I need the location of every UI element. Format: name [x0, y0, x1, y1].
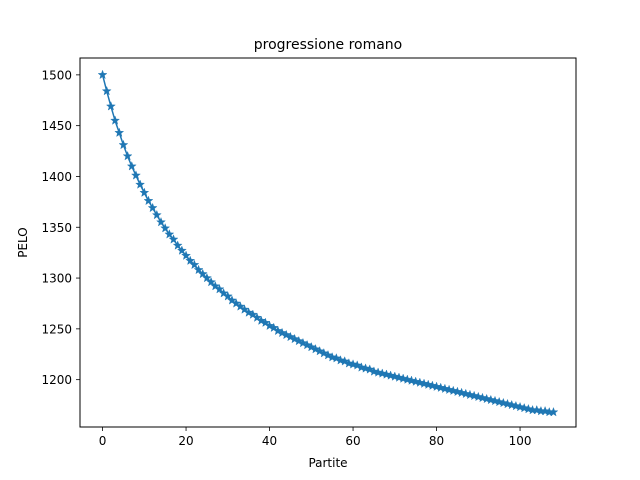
data-point-3 — [110, 115, 120, 125]
data-point-53 — [318, 348, 329, 358]
chart-title: progressione romano — [254, 37, 403, 53]
data-point-11 — [143, 195, 154, 206]
axes-frame — [79, 57, 577, 428]
y-tick-label: 1300 — [41, 272, 72, 286]
data-point-52 — [314, 346, 325, 356]
data-point-61 — [352, 360, 363, 370]
data-point-47 — [293, 335, 304, 346]
data-point-48 — [298, 337, 308, 348]
x-tick-label: 100 — [509, 434, 532, 448]
data-point-14 — [156, 217, 166, 227]
data-point-9 — [135, 179, 146, 189]
data-point-58 — [339, 356, 350, 366]
x-axis-title: Partite — [308, 456, 347, 470]
x-axis-ticks: 0 20 40 60 80 100 — [99, 427, 532, 448]
data-point-30 — [222, 291, 233, 301]
data-point-12 — [147, 202, 158, 213]
data-point-42 — [272, 325, 283, 336]
y-tick-label: 1450 — [41, 119, 72, 133]
data-point-26 — [206, 276, 217, 287]
y-tick-label: 1350 — [41, 221, 72, 235]
data-point-6 — [122, 150, 133, 161]
data-point-49 — [302, 339, 313, 350]
data-point-8 — [131, 170, 141, 180]
data-point-24 — [197, 268, 208, 279]
data-point-56 — [331, 353, 342, 363]
y-axis-title: PELO — [16, 227, 30, 258]
data-point-0 — [97, 69, 108, 80]
data-point-19 — [176, 245, 187, 255]
x-tick-label: 20 — [178, 434, 193, 448]
data-point-20 — [181, 250, 191, 260]
y-axis-ticks: 1200 1250 1300 1350 1400 1450 1500 — [41, 68, 80, 387]
data-point-25 — [202, 272, 212, 283]
y-tick-label: 1250 — [41, 322, 72, 336]
data-point-23 — [193, 264, 204, 275]
data-point-1 — [101, 85, 112, 96]
data-point-2 — [105, 101, 116, 111]
y-tick-label: 1200 — [41, 373, 72, 387]
data-point-108 — [548, 406, 559, 417]
data-point-22 — [189, 259, 200, 270]
data-point-54 — [323, 350, 333, 360]
x-tick-label: 40 — [262, 434, 277, 448]
data-point-44 — [281, 329, 292, 340]
data-point-7 — [126, 161, 137, 171]
data-point-17 — [168, 234, 179, 244]
y-tick-label: 1500 — [41, 68, 72, 82]
data-point-4 — [114, 127, 125, 137]
data-point-64 — [364, 364, 375, 374]
data-point-15 — [160, 223, 171, 233]
data-point-5 — [118, 139, 129, 150]
x-tick-label: 0 — [99, 434, 107, 448]
x-tick-label: 60 — [345, 434, 360, 448]
data-point-21 — [185, 255, 196, 265]
y-tick-label: 1400 — [41, 170, 72, 184]
plot-area — [97, 69, 559, 417]
data-point-43 — [277, 327, 287, 338]
data-point-10 — [139, 187, 150, 197]
data-point-35 — [243, 307, 254, 317]
data-point-46 — [289, 333, 300, 344]
data-point-51 — [310, 344, 321, 354]
data-point-38 — [256, 315, 267, 325]
data-point-18 — [172, 240, 183, 250]
data-point-28 — [214, 284, 225, 294]
data-point-50 — [306, 341, 317, 352]
data-point-45 — [285, 331, 296, 342]
data-point-13 — [151, 209, 162, 220]
data-point-16 — [164, 229, 175, 239]
data-point-40 — [264, 320, 275, 330]
x-tick-label: 80 — [429, 434, 444, 448]
